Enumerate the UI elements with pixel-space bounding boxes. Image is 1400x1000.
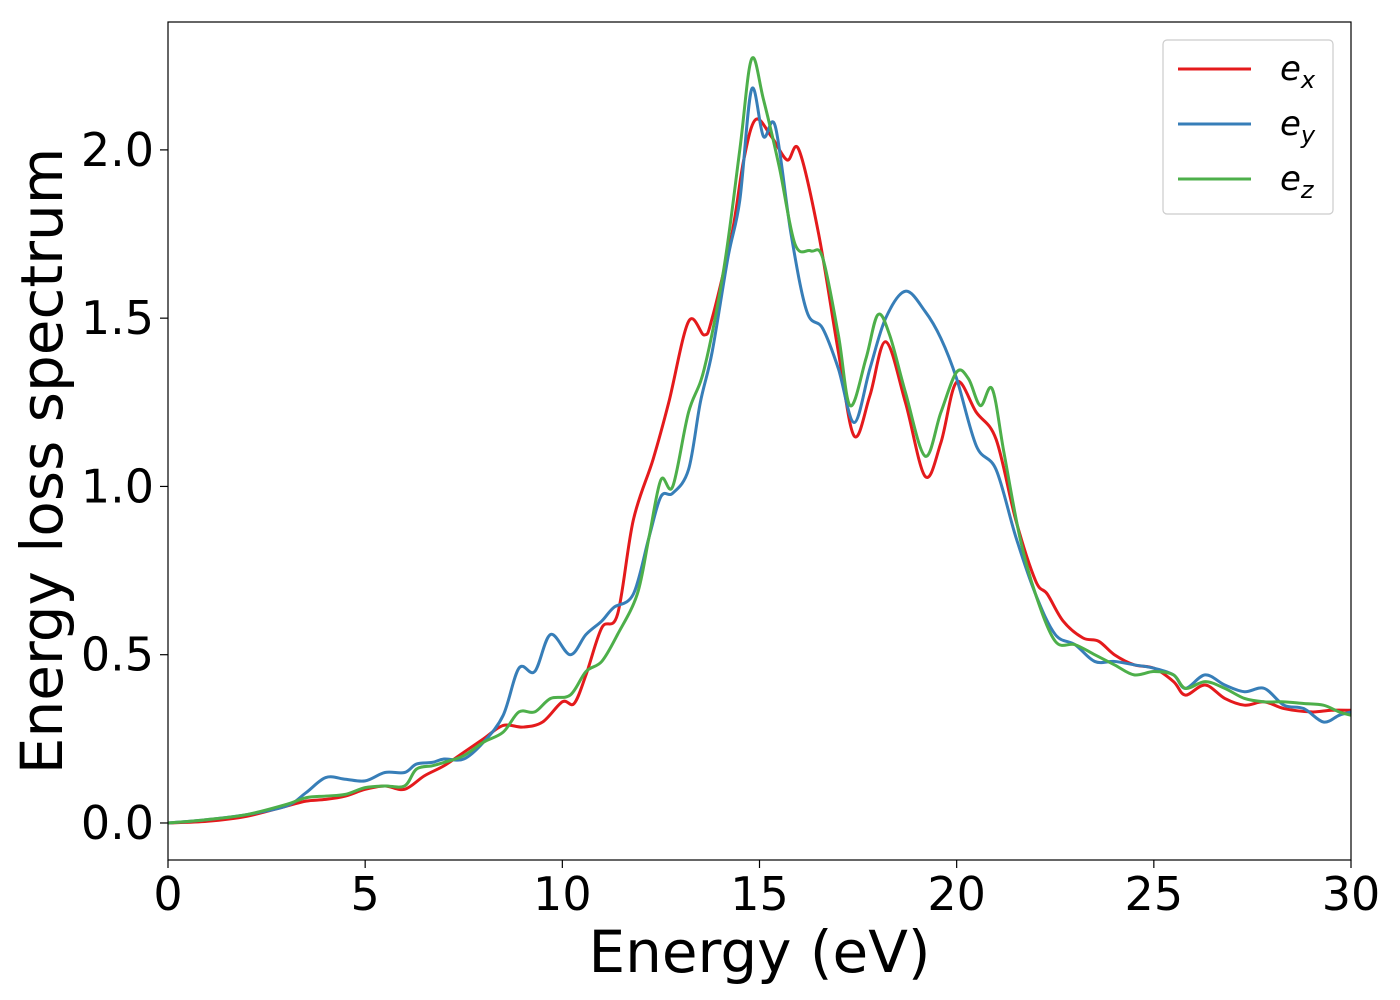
x-tick-label: 15 xyxy=(730,867,789,921)
y-tick-label: 0.5 xyxy=(81,628,154,682)
y-tick-label: 2.0 xyxy=(81,123,154,177)
y-axis-label: Energy loss spectrum xyxy=(8,148,76,774)
y-tick-label: 1.5 xyxy=(81,291,154,345)
x-tick-label: 5 xyxy=(351,867,380,921)
legend-label-subscript: x xyxy=(1300,66,1316,94)
x-axis-ticks: 0 5 10 15 20 25 30 xyxy=(153,860,1380,921)
y-tick-label: 1.0 xyxy=(81,459,154,513)
series-line-e-x xyxy=(168,117,1351,825)
legend-label-subscript: z xyxy=(1300,176,1315,204)
x-tick-label: 30 xyxy=(1322,867,1381,921)
y-axis-ticks: 0.0 0.5 1.0 1.5 2.0 xyxy=(81,123,168,850)
x-tick-label: 0 xyxy=(153,867,182,921)
legend-label-e-x: ex xyxy=(1280,49,1316,94)
x-tick-label: 25 xyxy=(1125,867,1184,921)
x-tick-label: 10 xyxy=(533,867,592,921)
x-axis-label: Energy (eV) xyxy=(588,918,930,986)
legend-label-e-y: ey xyxy=(1280,104,1316,149)
y-tick-label: 0.0 xyxy=(81,796,154,850)
series-line-e-y xyxy=(168,86,1351,825)
legend-label-subscript: y xyxy=(1300,121,1316,149)
series-line-e-z xyxy=(168,56,1351,825)
legend-box xyxy=(1162,39,1334,215)
series-lines-layer xyxy=(168,56,1351,825)
x-tick-label: 20 xyxy=(927,867,986,921)
